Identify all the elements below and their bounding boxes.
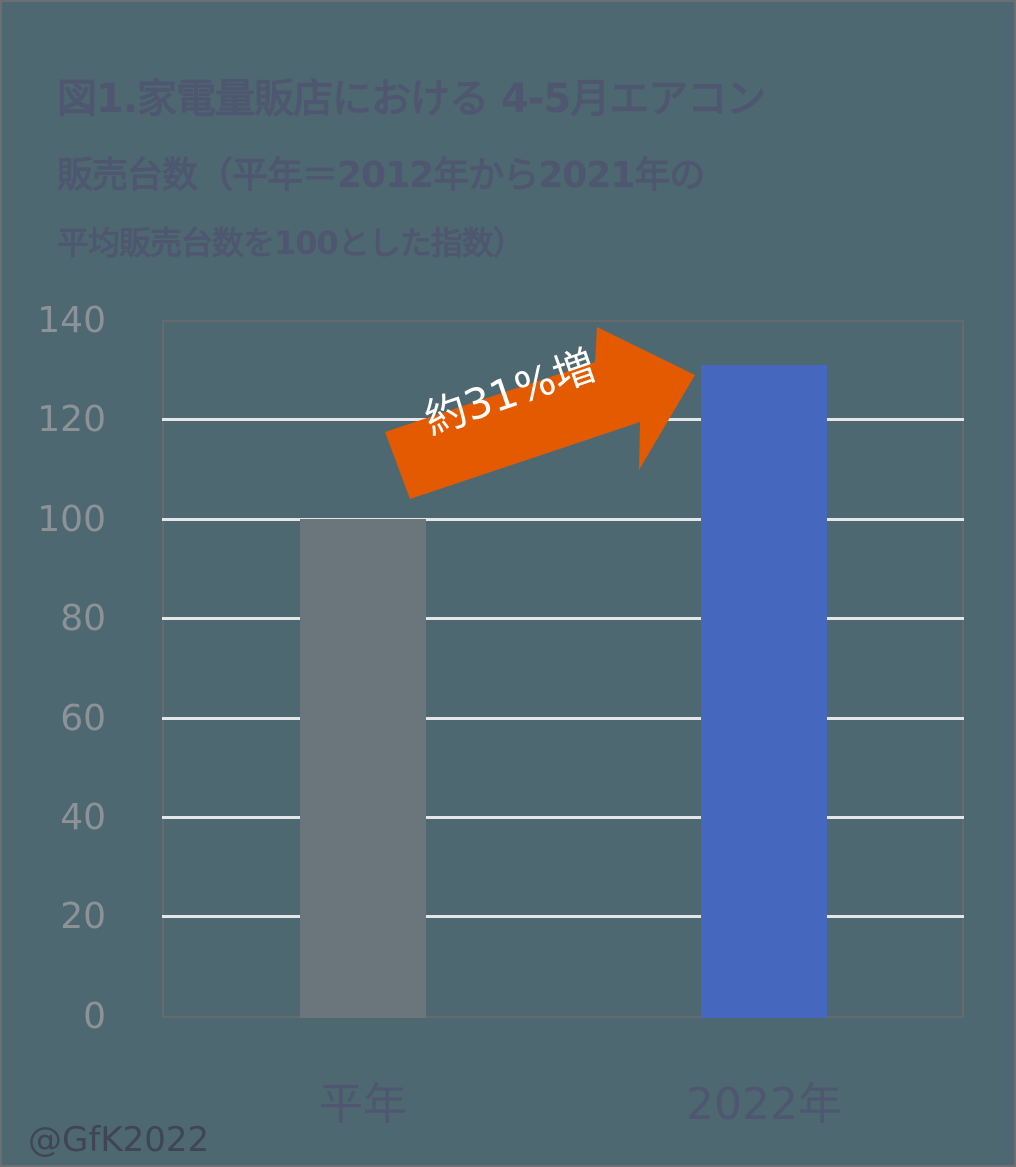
gridline-80	[162, 617, 964, 620]
increase-arrow-icon	[385, 327, 695, 499]
gridline-40	[162, 816, 964, 819]
y-tick-label: 0	[83, 996, 106, 1037]
chart-title-line-1: 図1.家電量販店における 4-5月エアコン	[57, 76, 766, 122]
y-tick-label: 80	[60, 598, 106, 639]
bar-heinen	[300, 519, 426, 1018]
y-tick-label: 60	[60, 698, 106, 739]
y-tick-label: 100	[37, 499, 106, 540]
gridline-60	[162, 717, 964, 720]
x-axis-label: 平年	[319, 1079, 407, 1130]
chart-title-line-3: 平均販売台数を100とした指数）	[57, 224, 525, 262]
gridline-100	[162, 518, 964, 521]
credit-text: @GfK2022	[28, 1120, 210, 1160]
y-tick-label: 140	[37, 300, 106, 341]
bar-2022	[701, 364, 827, 1018]
gridline-20	[162, 915, 964, 918]
y-tick-label: 120	[37, 399, 106, 440]
chart-title-line-2: 販売台数（平年＝2012年から2021年の	[57, 155, 705, 196]
y-tick-label: 20	[60, 896, 106, 937]
plot-area	[162, 320, 964, 1018]
x-axis-label: 2022年	[686, 1079, 842, 1130]
y-tick-label: 40	[60, 797, 106, 838]
